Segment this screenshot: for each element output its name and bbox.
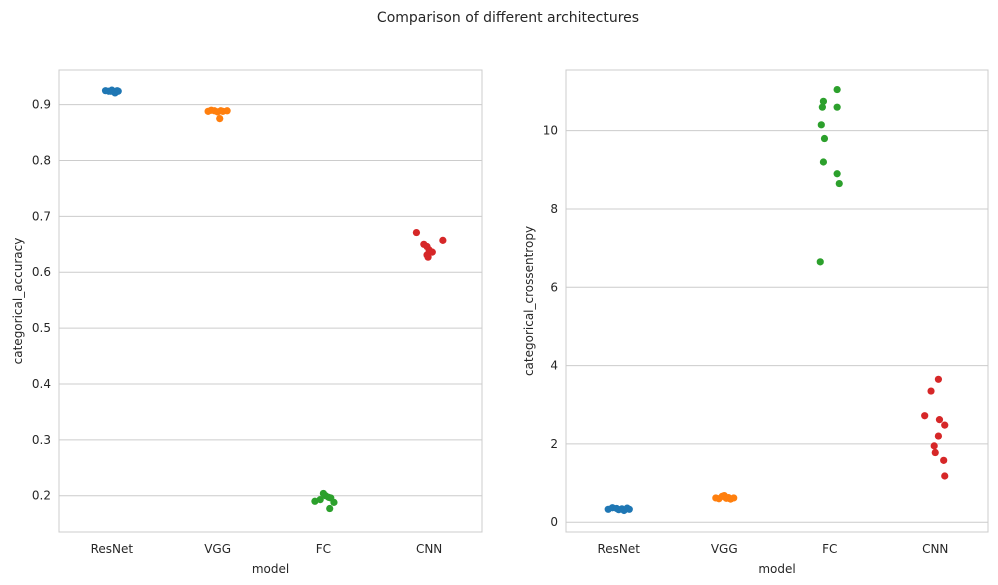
y-tick-label: 0.4 (32, 377, 51, 391)
data-point-fc (820, 134, 829, 143)
data-point-fc (817, 121, 825, 129)
data-point-resnet (107, 87, 115, 95)
y-tick-label: 0.7 (32, 209, 51, 223)
x-tick-label: FC (316, 542, 331, 556)
data-point-cnn (930, 442, 938, 450)
data-point-fc (816, 258, 824, 266)
x-tick-label: CNN (922, 542, 948, 556)
data-point-cnn (424, 253, 432, 261)
data-point-cnn (934, 432, 943, 440)
y-tick-label: 0.3 (32, 433, 51, 447)
plot-frame (58, 69, 483, 533)
x-tick-label: VGG (204, 542, 231, 556)
data-point-cnn (412, 228, 421, 237)
data-point-vgg (216, 115, 224, 123)
y-tick-label: 4 (550, 359, 558, 373)
data-point-fc (819, 97, 828, 105)
data-point-fc (833, 103, 841, 111)
y-tick-label: 0.9 (32, 98, 51, 112)
x-tick-label: FC (822, 542, 837, 556)
data-point-cnn (940, 456, 948, 464)
data-point-fc (833, 170, 841, 178)
data-point-cnn (934, 375, 943, 383)
y-tick-label: 2 (550, 437, 558, 451)
data-point-fc (330, 498, 338, 506)
data-point-fc (818, 103, 826, 111)
data-point-resnet (625, 505, 633, 513)
crossentropy-subplot: categorical_crossentropy model 0 2 4 6 8 10 Re… (522, 69, 989, 576)
y-axis-label: categorical_accuracy (11, 238, 25, 365)
data-point-cnn (931, 448, 939, 457)
data-point-cnn (941, 472, 949, 480)
y-tick-label: 0.6 (32, 265, 51, 279)
data-point-cnn (935, 416, 944, 424)
data-point-fc (326, 504, 334, 513)
data-point-fc (835, 179, 843, 188)
figure-title: Comparison of different architectures (377, 10, 639, 26)
data-point-fc (316, 495, 324, 504)
data-point-vgg (223, 107, 231, 115)
data-point-vgg (730, 494, 738, 502)
x-tick-label: CNN (416, 542, 442, 556)
x-tick-label: ResNet (598, 542, 641, 556)
x-axis-label: model (758, 562, 795, 576)
data-point-cnn (428, 248, 436, 256)
accuracy-subplot: categorical_accuracy model 0.2 0.3 0.4 0.5 0… (11, 69, 483, 576)
x-tick-label: ResNet (91, 542, 134, 556)
y-tick-label: 0.5 (32, 321, 51, 335)
data-point-cnn (439, 236, 447, 244)
y-axis-label: categorical_crossentropy (522, 226, 536, 376)
data-point-resnet (114, 87, 122, 95)
data-point-cnn (921, 412, 929, 420)
x-axis-label: model (252, 562, 289, 576)
plot-frame (565, 69, 989, 533)
data-point-fc (819, 158, 828, 166)
y-tick-label: 0.2 (32, 489, 51, 503)
y-tick-label: 0 (550, 515, 558, 529)
x-tick-label: VGG (711, 542, 738, 556)
data-point-fc (833, 85, 841, 94)
y-tick-label: 10 (543, 124, 558, 138)
y-tick-label: 0.8 (32, 154, 51, 168)
y-tick-label: 6 (550, 280, 558, 294)
data-point-cnn (941, 421, 949, 429)
y-tick-label: 8 (550, 202, 558, 216)
data-point-cnn (927, 387, 935, 395)
